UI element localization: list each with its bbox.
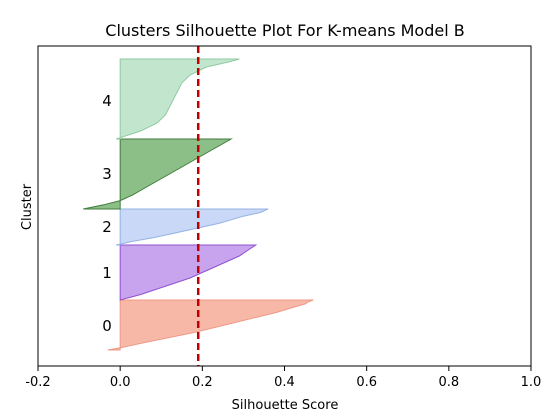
plot-area bbox=[83, 46, 314, 366]
cluster-label-1: 1 bbox=[102, 264, 112, 282]
x-tick-label: 0.2 bbox=[192, 375, 213, 390]
x-tick-label: 0.6 bbox=[356, 375, 377, 390]
y-axis-label: Cluster bbox=[20, 183, 35, 230]
cluster-4-silhouette bbox=[115, 58, 240, 140]
x-tick-label: 1.0 bbox=[521, 375, 542, 390]
x-axis: -0.2 0.0 0.2 0.4 0.6 0.8 1.0 bbox=[25, 366, 541, 390]
x-tick-label: 0.8 bbox=[438, 375, 459, 390]
cluster-labels: 0 1 2 3 4 bbox=[102, 92, 112, 335]
cluster-0-silhouette bbox=[107, 299, 314, 351]
x-tick-label: -0.2 bbox=[25, 375, 50, 390]
cluster-2-silhouette bbox=[115, 208, 269, 246]
x-tick-label: 0.4 bbox=[274, 375, 295, 390]
cluster-label-0: 0 bbox=[102, 317, 112, 335]
cluster-label-4: 4 bbox=[102, 92, 112, 110]
cluster-label-2: 2 bbox=[102, 218, 112, 236]
x-tick-label: 0.0 bbox=[110, 375, 131, 390]
cluster-1-silhouette bbox=[119, 244, 258, 301]
cluster-3-silhouette bbox=[83, 138, 233, 210]
x-axis-label: Silhouette Score bbox=[232, 398, 339, 413]
cluster-label-3: 3 bbox=[102, 165, 112, 183]
chart-title: Clusters Silhouette Plot For K-means Mod… bbox=[105, 21, 464, 40]
